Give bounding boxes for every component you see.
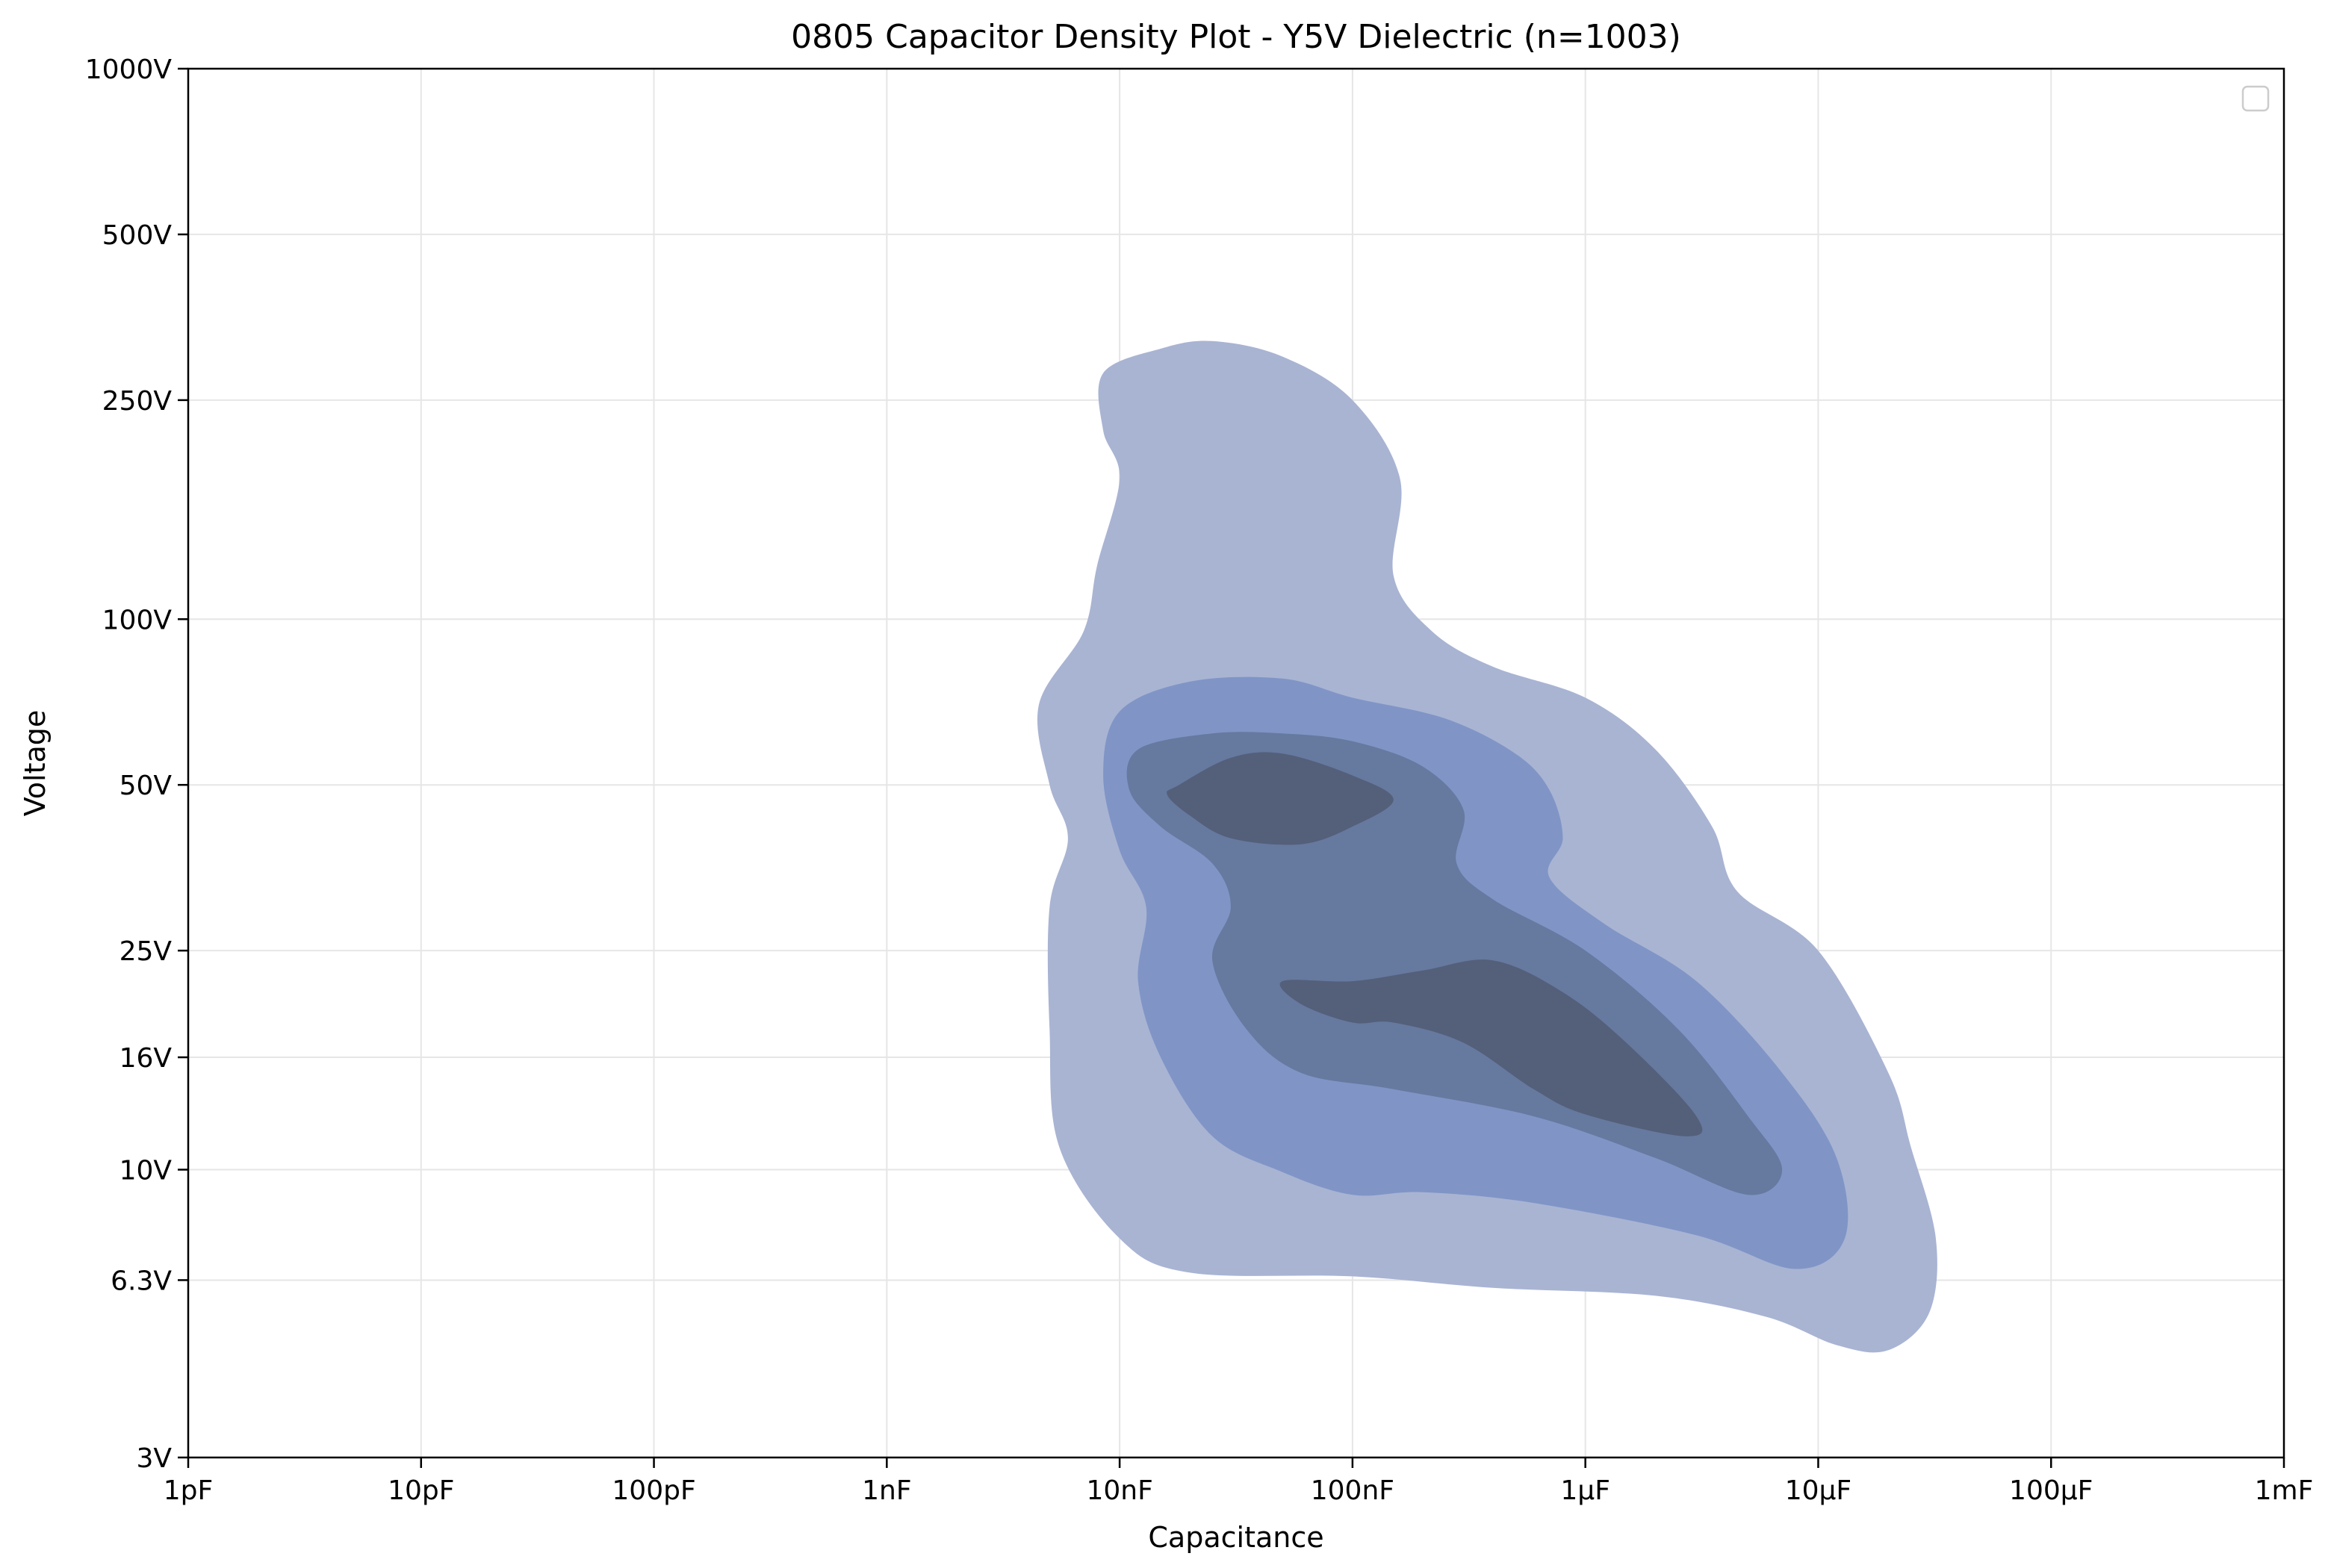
- density-contours: [1037, 340, 1937, 1353]
- axis-ticks: 1pF 10pF 100pF 1nF 10nF 100nF 1µF 10µF 100µF 1mF 3…: [85, 55, 2314, 1506]
- y-axis-label: Voltage: [19, 710, 52, 817]
- y-tick-label: 100V: [102, 605, 173, 635]
- plot-frame: [187, 67, 2285, 1459]
- y-tick-label: 10V: [119, 1156, 173, 1186]
- density-level-4-region: [1279, 959, 1703, 1136]
- x-tick-label: 100pF: [612, 1475, 695, 1506]
- x-tick-label: 1nF: [862, 1475, 911, 1506]
- x-tick-label: 1µF: [1560, 1475, 1610, 1506]
- y-tick-label: 500V: [102, 220, 173, 251]
- legend-box: [2241, 85, 2270, 112]
- y-tick-label: 16V: [119, 1043, 173, 1074]
- x-tick-label: 100nF: [1311, 1475, 1394, 1506]
- y-tick-label: 6.3V: [111, 1266, 172, 1296]
- x-tick-label: 1mF: [2255, 1475, 2314, 1506]
- chart-title: 0805 Capacitor Density Plot - Y5V Dielec…: [791, 18, 1681, 56]
- y-tick-label: 3V: [136, 1443, 172, 1474]
- x-tick-label: 10µF: [1785, 1475, 1851, 1506]
- y-tick-label: 25V: [119, 936, 173, 967]
- x-axis-label: Capacitance: [1148, 1521, 1323, 1554]
- density-level-4-region: [1167, 752, 1394, 845]
- y-tick-label: 50V: [119, 771, 173, 801]
- x-tick-label: 1pF: [164, 1475, 213, 1506]
- y-tick-label: 1000V: [85, 55, 173, 85]
- y-tick-label: 250V: [102, 386, 173, 417]
- x-tick-label: 10nF: [1086, 1475, 1152, 1506]
- x-tick-label: 10pF: [388, 1475, 454, 1506]
- x-tick-label: 100µF: [2009, 1475, 2093, 1506]
